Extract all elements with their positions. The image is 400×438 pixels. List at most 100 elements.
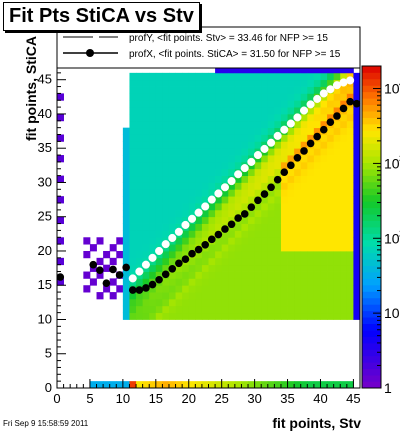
heatmap-cell — [149, 237, 157, 245]
heatmap-cell — [254, 100, 262, 108]
heatmap-cell — [346, 244, 354, 252]
color-scale-band — [362, 85, 381, 93]
heatmap-cell — [333, 189, 341, 197]
heatmap-cell — [320, 230, 328, 238]
heatmap-cell — [287, 292, 295, 300]
heatmap-cell — [340, 93, 348, 101]
data-point — [306, 100, 315, 109]
heatmap-cell — [333, 264, 341, 272]
heatmap-cell — [294, 93, 302, 101]
heatmap-cell — [162, 298, 170, 307]
heatmap-cell — [142, 292, 150, 300]
chart-title: Fit Pts StiCA vs Stv — [3, 2, 200, 31]
heatmap-cell — [333, 66, 341, 74]
heatmap-cell — [274, 155, 282, 163]
heatmap-cell — [162, 168, 170, 177]
heatmap-cell — [116, 237, 124, 245]
y-tick-label: 0 — [45, 380, 52, 395]
heatmap-cell — [188, 148, 196, 156]
heatmap-cell — [149, 134, 157, 142]
heatmap-cell — [340, 100, 348, 108]
heatmap-cell — [122, 216, 130, 224]
heatmap-cell — [241, 182, 249, 190]
heatmap-cell — [201, 120, 209, 129]
heatmap-cell — [254, 264, 262, 272]
heatmap-cell — [136, 134, 144, 142]
heatmap-cell — [129, 148, 137, 156]
heatmap-cell — [188, 209, 196, 218]
heatmap-cell — [182, 285, 190, 293]
heatmap-cell — [195, 312, 203, 320]
heatmap-cell — [188, 203, 196, 211]
heatmap-cell — [221, 79, 229, 87]
heatmap-cell — [136, 305, 144, 314]
heatmap-cell — [294, 66, 302, 74]
heatmap-cell — [136, 161, 144, 170]
heatmap-cell — [136, 175, 144, 183]
heatmap-cell — [340, 271, 348, 279]
heatmap-cell — [215, 223, 223, 231]
heatmap-cell — [261, 223, 269, 231]
heatmap-cell — [149, 244, 157, 252]
heatmap-cell — [333, 237, 341, 245]
heatmap-cell — [129, 127, 137, 135]
heatmap-cell — [327, 230, 335, 238]
heatmap-cell — [280, 155, 288, 163]
data-point — [227, 220, 236, 229]
heatmap-cell — [346, 223, 354, 231]
heatmap-cell — [333, 216, 341, 224]
heatmap-cell — [136, 120, 144, 129]
heatmap-cell — [353, 168, 361, 177]
heatmap-cell — [346, 381, 354, 388]
heatmap-cell — [149, 141, 157, 149]
color-scale-band — [362, 323, 381, 331]
heatmap-cell — [188, 305, 196, 314]
heatmap-cell — [313, 175, 321, 183]
heatmap-cell — [142, 72, 150, 81]
heatmap-cell — [195, 107, 203, 115]
heatmap-cell — [313, 189, 321, 197]
heatmap-cell — [248, 107, 256, 115]
heatmap-cell — [228, 161, 236, 170]
heatmap-cell — [201, 189, 209, 197]
heatmap-cell — [188, 86, 196, 94]
heatmap-cell — [327, 134, 335, 142]
heatmap-cell — [300, 141, 308, 149]
heatmap-cell — [340, 72, 348, 81]
heatmap-cell — [168, 189, 176, 197]
heatmap-cell — [241, 230, 249, 238]
heatmap-cell — [313, 298, 321, 307]
heatmap-cell — [188, 381, 196, 388]
heatmap-cell — [122, 305, 130, 314]
heatmap-cell — [162, 292, 170, 300]
heatmap-cell — [300, 381, 308, 388]
heatmap-cell — [175, 134, 183, 142]
heatmap-cell — [340, 305, 348, 314]
heatmap-cell — [267, 203, 275, 211]
heatmap-cell — [221, 216, 229, 224]
heatmap-cell — [327, 298, 335, 307]
heatmap-cell — [274, 120, 282, 129]
color-scale-band — [362, 265, 381, 273]
heatmap-cell — [168, 155, 176, 163]
heatmap-cell — [327, 292, 335, 300]
heatmap-cell — [353, 244, 361, 252]
heatmap-cell — [261, 79, 269, 87]
heatmap-cell — [228, 203, 236, 211]
heatmap-cell — [215, 182, 223, 190]
heatmap-cell — [228, 100, 236, 108]
heatmap-cell — [346, 66, 354, 74]
heatmap-cell — [307, 250, 315, 259]
heatmap-cell — [234, 155, 242, 163]
heatmap-cell — [228, 278, 236, 286]
heatmap-cell — [254, 230, 262, 238]
heatmap-cell — [182, 230, 190, 238]
heatmap-cell — [340, 134, 348, 142]
heatmap-cell — [261, 127, 269, 135]
heatmap-cell — [136, 278, 144, 286]
heatmap-cell — [122, 175, 130, 183]
heatmap-cell — [300, 257, 308, 266]
heatmap-cell — [195, 134, 203, 142]
heatmap-cell — [149, 107, 157, 115]
